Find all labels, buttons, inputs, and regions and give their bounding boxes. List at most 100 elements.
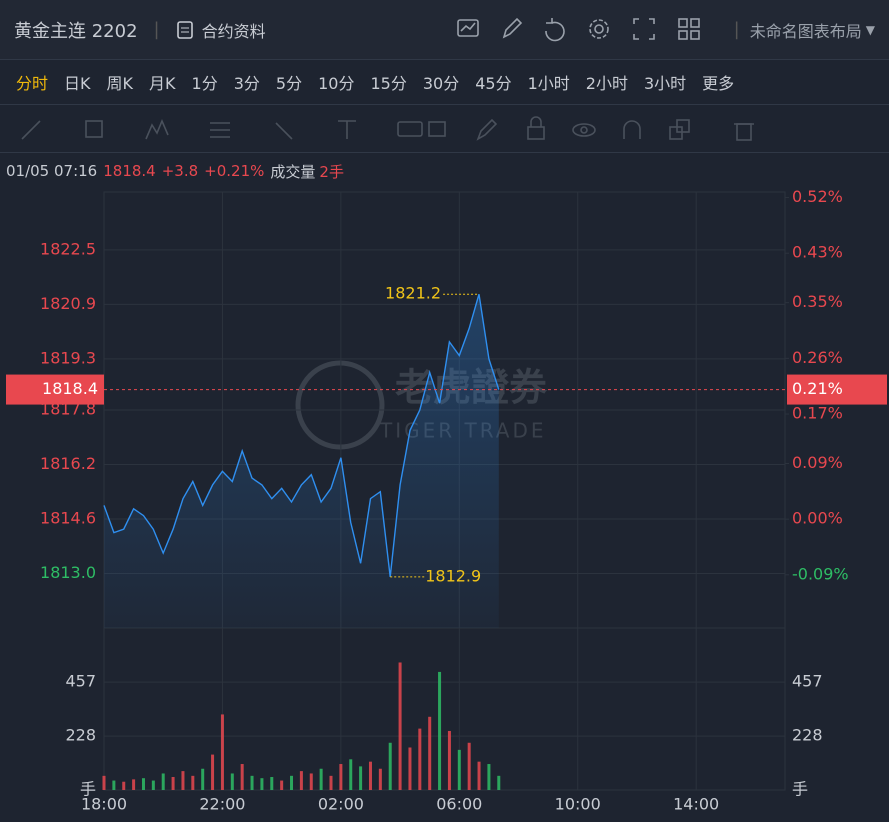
- period-tab[interactable]: 周K: [106, 74, 134, 93]
- volume-tick-label: 228: [792, 726, 823, 745]
- divider: |: [153, 19, 160, 40]
- layout-name[interactable]: 未命名图表布局: [749, 21, 862, 41]
- low-label: 1812.9: [425, 566, 481, 585]
- volume-bar: [418, 728, 422, 790]
- last-pct-label: 0.21%: [792, 379, 843, 398]
- period-tab[interactable]: 45分: [475, 74, 512, 93]
- quote-info: 01/05 07:16 1818.4 +3.8 +0.21% 成交量 2手: [0, 153, 889, 189]
- header: 黄金主连 2202 | 合约资料 | 未命名图表布局 ▼: [0, 0, 889, 60]
- y2-tick-label: 0.00%: [792, 509, 843, 528]
- volume-value: 2手: [319, 162, 344, 181]
- tool-icons[interactable]: [0, 105, 889, 153]
- volume-bar: [280, 780, 284, 790]
- volume-bar: [378, 768, 382, 790]
- x-tick-label: 18:00: [81, 795, 127, 814]
- y-tick-label: 1822.5: [40, 239, 96, 258]
- volume-bar: [220, 714, 224, 790]
- volume-label: 成交量: [270, 162, 316, 181]
- volume-tick-label: 手: [80, 780, 96, 799]
- price-area: [104, 294, 499, 628]
- y-tick-label: 1819.3: [40, 348, 96, 367]
- volume-bar: [447, 730, 451, 790]
- y2-tick-label: 0.09%: [792, 453, 843, 472]
- volume-bar: [438, 671, 442, 790]
- period-tab[interactable]: 10分: [318, 74, 355, 93]
- volume-bar: [181, 771, 185, 790]
- high-label: 1821.2: [385, 284, 441, 303]
- volume-bar: [211, 754, 215, 790]
- volume-bar: [388, 742, 392, 790]
- volume-bar: [329, 775, 333, 790]
- volume-bar: [299, 771, 303, 790]
- x-tick-label: 06:00: [436, 795, 482, 814]
- volume-tick-label: 457: [792, 672, 823, 691]
- y-tick-label: 1814.6: [40, 509, 96, 528]
- volume-bar: [339, 764, 343, 790]
- volume-tick-label: 228: [65, 726, 96, 745]
- volume-bar: [309, 773, 313, 790]
- header-icons[interactable]: [454, 15, 724, 45]
- x-tick-label: 02:00: [318, 795, 364, 814]
- period-tab[interactable]: 分时: [16, 74, 49, 93]
- period-tab[interactable]: 日K: [64, 74, 91, 93]
- quote-price: 1818.4: [103, 162, 156, 180]
- volume-bar: [349, 759, 353, 790]
- contract-info[interactable]: 合约资料: [201, 21, 266, 41]
- dropdown-arrow[interactable]: ▼: [865, 22, 875, 37]
- volume-tick-label: 手: [792, 780, 808, 799]
- period-tab[interactable]: 5分: [275, 74, 303, 93]
- volume-bar: [290, 775, 294, 790]
- volume-bar: [112, 780, 116, 790]
- period-tab[interactable]: 3小时: [643, 74, 687, 93]
- volume-bar: [151, 780, 155, 790]
- y2-tick-label: 0.43%: [792, 243, 843, 262]
- x-tick-label: 22:00: [199, 795, 245, 814]
- volume-bar: [161, 773, 165, 790]
- last-price-label: 1818.4: [42, 379, 98, 398]
- volume-bar: [319, 768, 323, 790]
- x-tick-label: 14:00: [673, 795, 719, 814]
- x-tick-label: 10:00: [555, 795, 601, 814]
- y-tick-label: 1813.0: [40, 563, 96, 582]
- doc-icon: [176, 20, 193, 39]
- y2-tick-label: 0.52%: [792, 187, 843, 206]
- volume-bar: [260, 778, 264, 790]
- period-tab[interactable]: 15分: [370, 74, 407, 93]
- volume-bar: [408, 747, 412, 790]
- y-tick-label: 1820.9: [40, 294, 96, 313]
- last-pct-tag: [787, 374, 887, 405]
- volume-tick-label: 457: [65, 672, 96, 691]
- volume-bar: [457, 749, 461, 790]
- watermark-logo: [295, 360, 385, 450]
- volume-bar: [102, 775, 106, 790]
- volume-bar: [497, 775, 501, 790]
- quote-change-pct: +0.21%: [204, 162, 265, 180]
- period-tab[interactable]: 2小时: [585, 74, 628, 93]
- period-tab[interactable]: 3分: [233, 74, 260, 93]
- y-tick-label: 1816.2: [40, 454, 96, 473]
- symbol[interactable]: 黄金主连 2202: [14, 20, 138, 42]
- period-tab[interactable]: 1小时: [527, 74, 570, 93]
- period-tab[interactable]: 更多: [702, 74, 735, 93]
- volume-bar: [171, 777, 175, 790]
- y2-tick-label: 0.35%: [792, 292, 843, 311]
- quote-time: 01/05 07:16: [6, 162, 98, 180]
- y2-tick-label: 0.26%: [792, 348, 843, 367]
- drawing-toolbar: [0, 105, 889, 153]
- volume-bar: [487, 764, 491, 790]
- quote-change: +3.8: [161, 162, 199, 180]
- volume-bar: [250, 775, 254, 790]
- period-tab[interactable]: 1分: [191, 74, 218, 93]
- volume-bar: [428, 716, 432, 790]
- volume-bar: [477, 761, 481, 790]
- volume-bar: [122, 781, 126, 790]
- period-tab[interactable]: 30分: [422, 74, 460, 93]
- y2-tick-label: -0.09%: [792, 564, 849, 583]
- volume-bar: [240, 764, 244, 790]
- period-tabs: 分时 日K 周K 月K 1分 3分 5分 10分 15分 30分 45分 1小时 2小时 3小时 更多: [0, 60, 889, 105]
- volume-bar: [359, 766, 363, 790]
- period-tab[interactable]: 月K: [149, 74, 176, 93]
- last-price-tag: [6, 374, 104, 405]
